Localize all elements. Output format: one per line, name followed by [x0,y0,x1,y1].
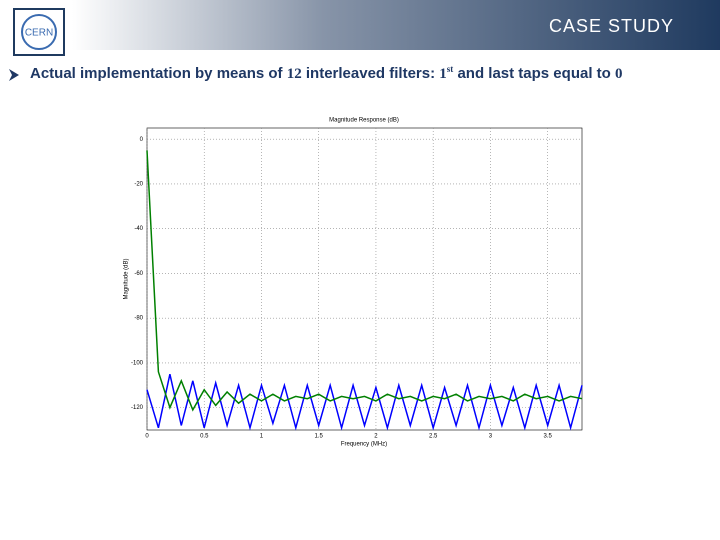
x-tick-label: 1 [260,434,264,440]
text: interleaved filters: [301,65,440,82]
text: st [446,64,454,74]
y-tick-label: -40 [134,226,143,232]
x-tick-label: 2.5 [429,434,438,440]
x-tick-label: 3 [489,434,493,440]
logo-art: CERN [21,14,57,50]
text: and last taps equal to [453,65,615,82]
y-tick-label: -60 [134,271,143,277]
x-tick-label: 3.5 [543,434,552,440]
text: 0 [614,66,623,82]
y-tick-label: -20 [134,182,143,188]
text: 1 [439,66,447,82]
bullet-arrow [9,69,19,81]
bullet-text: Actual implementation by means of 12 int… [30,64,622,83]
logo: CERN [13,8,65,56]
header-band: CASE STUDY [0,0,720,50]
bullet-icon [9,69,19,81]
text: 12 [286,66,302,82]
y-tick-label: 0 [140,137,144,143]
y-tick-label: -120 [131,405,144,411]
x-axis-label: Frequency (MHz) [341,442,387,448]
series-line [146,150,583,412]
x-tick-label: 0 [145,434,149,440]
header-title: CASE STUDY [548,16,674,36]
chart-title: Magnitude Response (dB) [329,118,399,124]
x-tick-label: 2 [374,434,378,440]
x-tick-label: 1.5 [315,434,324,440]
logo-text: CERN [25,28,53,39]
y-tick-label: -100 [131,360,144,366]
plot-frame [146,127,583,431]
text: Actual implementation by means of [30,65,287,82]
y-axis-label: Magnitude (dB) [124,258,130,299]
y-tick-label: -80 [134,316,143,322]
x-tick-label: 0.5 [200,434,209,440]
logo-ring [21,14,57,50]
